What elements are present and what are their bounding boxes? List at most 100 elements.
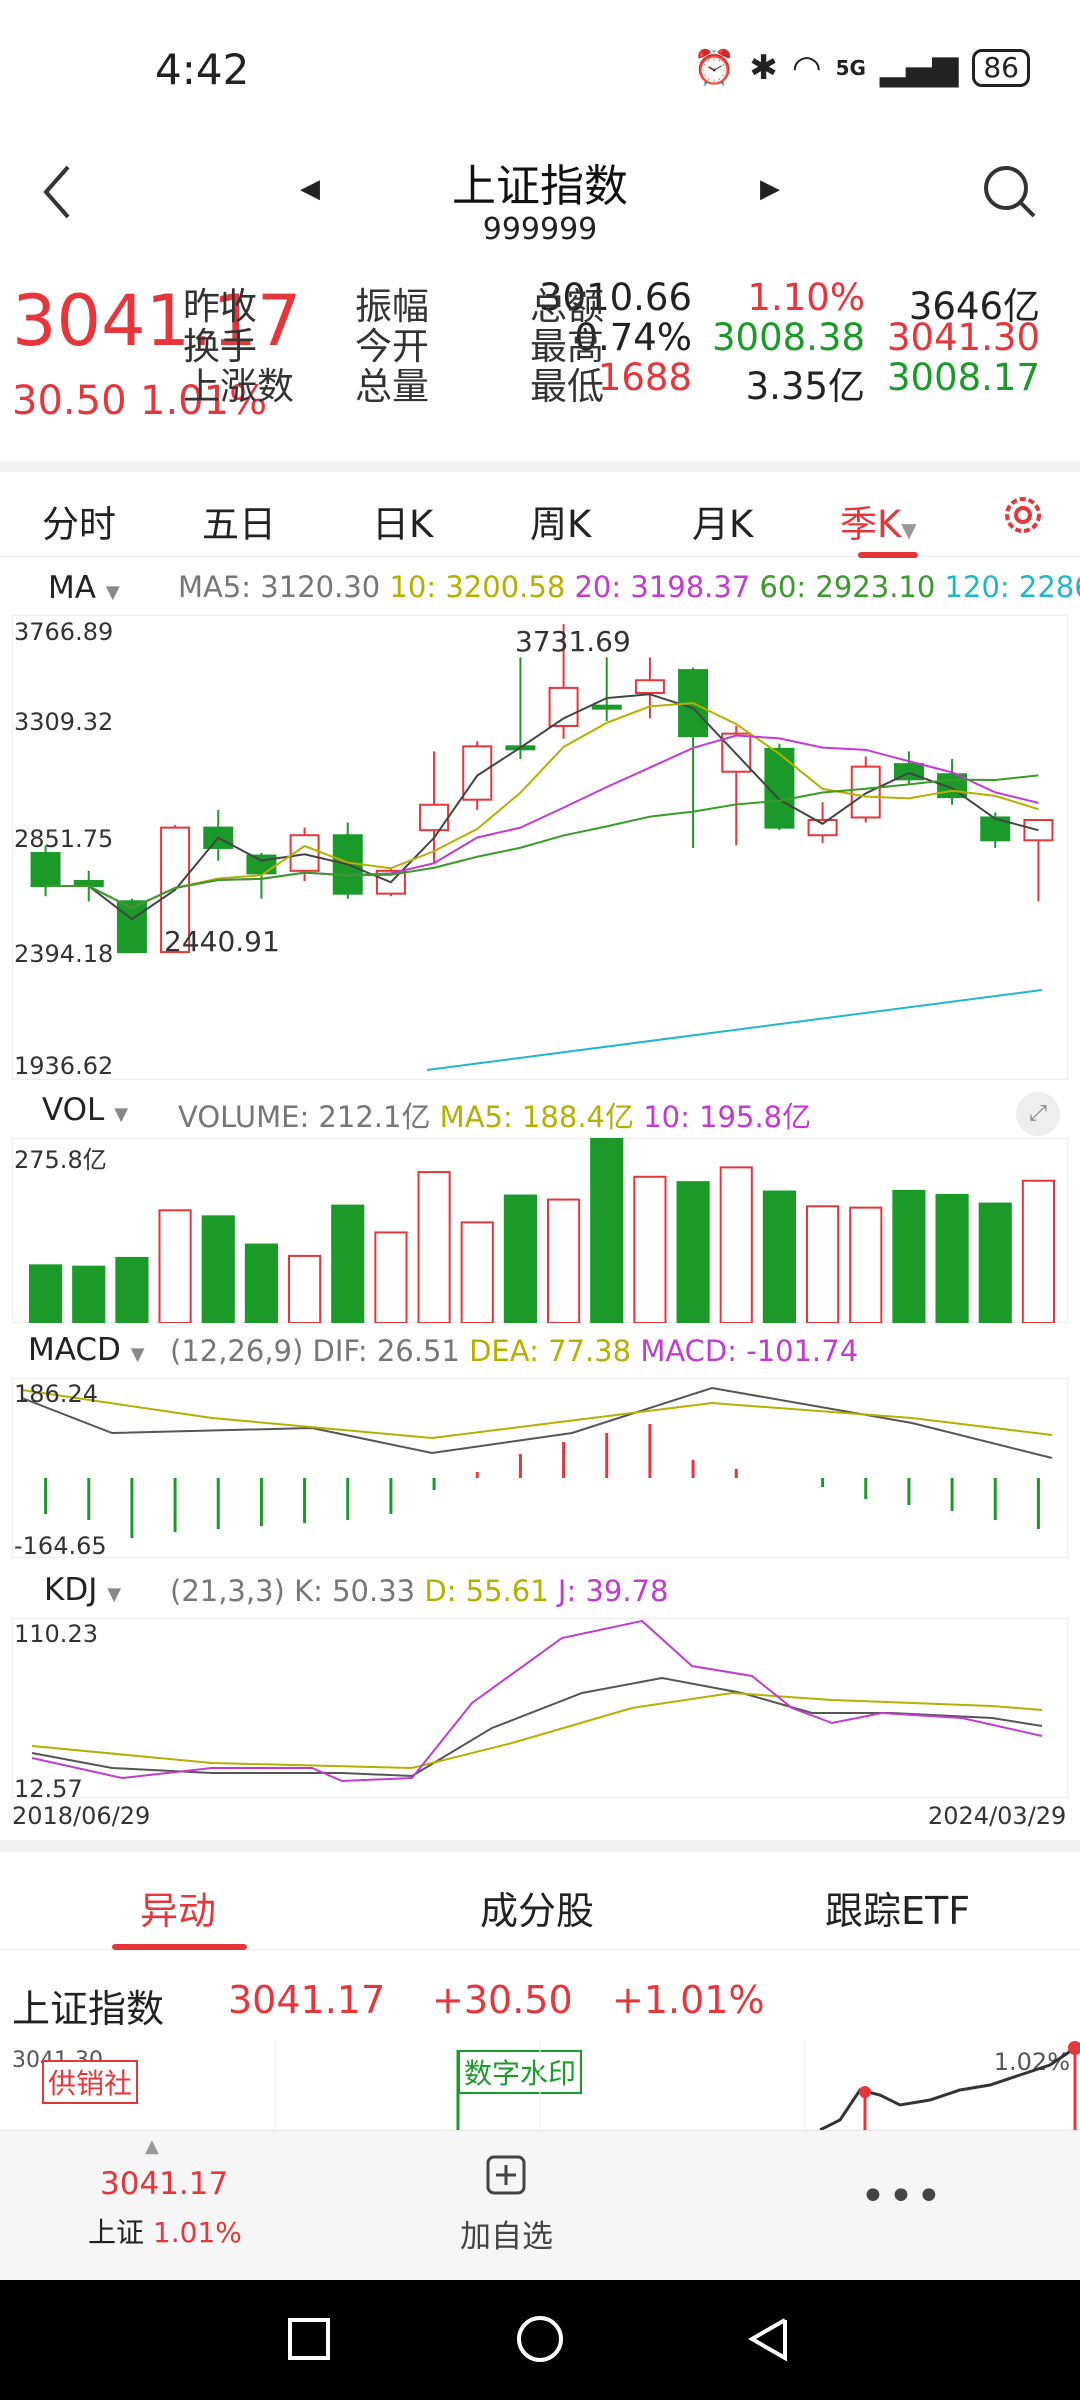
end-date: 2024/03/29 <box>928 1802 1067 1830</box>
quote-label-7: 总量 <box>355 365 429 408</box>
quote-label-6: 上涨数 <box>183 365 294 408</box>
next-index-icon[interactable]: ▶ <box>760 174 780 204</box>
volume-bar <box>72 1265 106 1323</box>
prev-index-icon[interactable]: ◀ <box>300 174 320 204</box>
index-pct: +1.01% <box>612 1978 765 2022</box>
signal-icon: ▂▄▆ <box>879 48 959 88</box>
tab-daily-k[interactable]: 日K <box>372 503 434 546</box>
candle-body <box>548 686 579 727</box>
bluetooth-icon: ✱ <box>749 48 778 88</box>
macd-axis-max: 186.24 <box>14 1380 98 1408</box>
ma20-line <box>45 734 1039 910</box>
kline-ymax: 3766.89 <box>14 618 114 646</box>
volume-bar <box>115 1256 149 1323</box>
quote-label-3: 换手 <box>183 325 257 368</box>
add-watchlist-label[interactable]: 加自选 <box>460 2219 553 2255</box>
volume-bar <box>806 1205 840 1323</box>
kline-y2: 3309.32 <box>14 708 114 736</box>
back-button[interactable] <box>38 162 78 226</box>
expand-icon[interactable]: ⤢ <box>1016 1092 1060 1136</box>
kline-chart[interactable] <box>12 615 1068 1080</box>
kdj-selector[interactable]: KDJ ▼ <box>44 1572 122 1608</box>
index-code: 999999 <box>482 212 598 247</box>
index-change: +30.50 <box>432 1978 573 2022</box>
tab-constituents[interactable]: 成分股 <box>480 1889 595 1933</box>
kdj-chart[interactable] <box>12 1618 1068 1798</box>
intraday-mini-chart[interactable]: 3041.30 供销社 数字水印 1.02% <box>0 2040 1080 2130</box>
recents-icon <box>288 2318 330 2360</box>
volume-bar <box>417 1171 451 1323</box>
chevron-left-icon <box>43 165 70 219</box>
tag-digital-watermark[interactable]: 数字水印 <box>458 2050 583 2094</box>
j-line <box>31 1619 1043 1783</box>
gear-icon <box>1005 497 1041 533</box>
add-watchlist-button[interactable] <box>484 2153 528 2201</box>
volume-bar <box>978 1202 1012 1323</box>
macd-axis-min: -164.65 <box>14 1532 107 1560</box>
index-summary-row: 上证指数 3041.17 +30.50 +1.01% <box>0 1960 1080 2040</box>
quote-label-1: 振幅 <box>355 285 429 328</box>
tab-movement[interactable]: 异动 <box>140 1889 217 1933</box>
volume-bar <box>590 1138 624 1323</box>
nav-icons <box>288 2316 787 2362</box>
vol-axis-max: 275.8亿 <box>14 1146 107 1174</box>
quote-value-5: 3041.30 <box>886 316 1040 359</box>
system-nav-bar <box>0 2280 1080 2400</box>
macd-selector[interactable]: MACD ▼ <box>28 1332 145 1368</box>
network-label: 5G <box>835 56 866 80</box>
dock-index[interactable]: 上证 1.01% <box>88 2216 242 2249</box>
tab-weekly-k[interactable]: 周K <box>530 503 592 546</box>
quote-value-8: 3008.17 <box>886 356 1040 399</box>
macd-chart[interactable] <box>12 1378 1068 1558</box>
kdj-axis-min: 12.57 <box>14 1775 83 1803</box>
more-icon[interactable]: ••• <box>860 2171 944 2222</box>
alarm-icon: ⏰ <box>693 48 736 88</box>
ma60-line <box>45 774 1039 910</box>
tab-five-day[interactable]: 五日 <box>202 503 276 546</box>
volume-bar <box>762 1190 796 1323</box>
dock-price[interactable]: 3041.17 <box>100 2166 229 2202</box>
kline-y4: 2394.18 <box>14 940 114 968</box>
candle-body <box>850 765 881 819</box>
mini-line <box>274 2040 1080 2130</box>
search-button[interactable] <box>980 162 1040 226</box>
quote-label-0: 昨收 <box>183 285 257 328</box>
quote-value-1: 1.10% <box>747 276 865 319</box>
tab-quarterly-k[interactable]: 季K▼ <box>840 503 917 546</box>
quote-value-2: 3646亿 <box>908 285 1040 328</box>
ma5-line <box>45 693 1039 921</box>
kline-ymin: 1936.62 <box>14 1052 114 1080</box>
current-price: 3041.17 <box>12 280 302 362</box>
settings-button[interactable] <box>998 490 1048 544</box>
candle-body <box>591 704 622 710</box>
dif-line <box>21 1386 1053 1459</box>
home-icon <box>517 2316 563 2362</box>
start-date: 2018/06/29 <box>12 1802 151 1830</box>
tab-tracking-etf[interactable]: 跟踪ETF <box>825 1889 971 1933</box>
ma-selector[interactable]: MA ▼ <box>48 570 120 606</box>
kline-y3: 2851.75 <box>14 825 114 853</box>
tab-intraday[interactable]: 分时 <box>42 503 116 546</box>
dock-up-arrow-icon: ▲ <box>145 2136 159 2157</box>
status-bar: 4:42 ⏰ ✱ ◠ 5G ▂▄▆ 86 <box>0 0 1080 140</box>
volume-bar <box>1021 1179 1055 1323</box>
quote-label-5: 最高 <box>530 325 604 368</box>
tab-monthly-k[interactable]: 月K <box>692 503 754 546</box>
volume-chart[interactable] <box>12 1138 1068 1323</box>
volume-bar <box>633 1175 667 1323</box>
quote-label-8: 最低 <box>530 365 604 408</box>
add-watchlist-icon <box>486 2155 526 2195</box>
ma-legend: MA ▼ MA5: 3120.30 10: 3200.58 20: 3198.3… <box>0 568 1080 613</box>
page-title: 上证指数 <box>452 161 628 212</box>
wifi-icon: ◠ <box>791 48 822 88</box>
kdj-axis-max: 110.23 <box>14 1620 98 1648</box>
quote-value-6: 1688 <box>597 356 692 399</box>
quote-value-4: 3008.38 <box>711 316 865 359</box>
volume-bar <box>503 1194 538 1323</box>
tag-gongxiaoshe[interactable]: 供销社 <box>42 2060 139 2104</box>
vol-selector[interactable]: VOL ▼ <box>42 1092 129 1128</box>
back-nav-icon <box>747 2318 787 2362</box>
quote-label-2: 总额 <box>530 285 604 328</box>
header: ◀ 上证指数 999999 ▶ <box>0 140 1080 265</box>
quote-value-3: 0.74% <box>574 316 692 359</box>
